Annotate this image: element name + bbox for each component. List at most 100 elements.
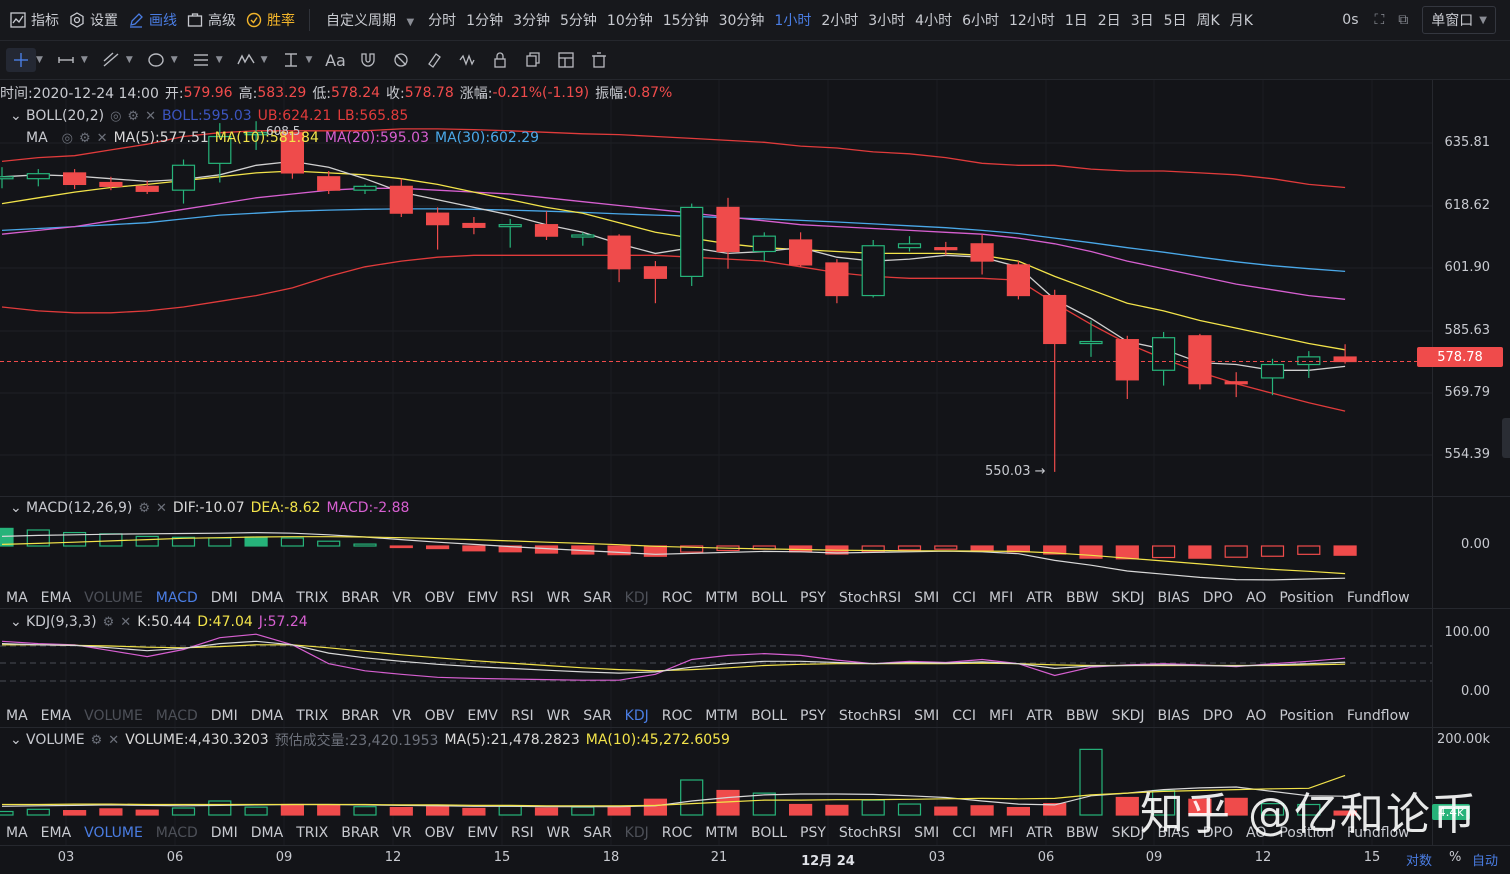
draw-line-button[interactable]: 画线 bbox=[128, 10, 177, 30]
indicator-tab-fundflow[interactable]: Fundflow bbox=[1346, 825, 1410, 841]
indicator-tab-fundflow[interactable]: Fundflow bbox=[1346, 590, 1410, 606]
indicator-tab-smi[interactable]: SMI bbox=[914, 590, 940, 606]
period-18[interactable]: 月K bbox=[1229, 13, 1253, 29]
chevron-down-icon[interactable]: ▼ bbox=[36, 55, 43, 65]
window-mode-dropdown[interactable]: 单窗口 ▼ bbox=[1422, 6, 1496, 34]
indicator-tab-psy[interactable]: PSY bbox=[800, 590, 826, 606]
collapse-chevron-icon[interactable]: ⌄ bbox=[10, 500, 22, 516]
chevron-down-icon[interactable]: ▼ bbox=[260, 55, 268, 65]
indicator-tab-skdj[interactable]: SKDJ bbox=[1111, 708, 1145, 724]
win-rate-button[interactable]: 胜率 bbox=[246, 10, 295, 30]
indicator-tab-dma[interactable]: DMA bbox=[250, 708, 284, 724]
indicator-tab-dmi[interactable]: DMI bbox=[210, 825, 238, 841]
indicator-tab-ao[interactable]: AO bbox=[1246, 825, 1267, 841]
indicator-tab-trix[interactable]: TRIX bbox=[296, 825, 329, 841]
indicator-tab-dma[interactable]: DMA bbox=[250, 590, 284, 606]
indicator-tab-macd[interactable]: MACD bbox=[155, 708, 198, 724]
crosshair-tool[interactable] bbox=[6, 48, 36, 72]
indicator-tab-dma[interactable]: DMA bbox=[250, 825, 284, 841]
indicator-tab-smi[interactable]: SMI bbox=[914, 708, 940, 724]
pattern-tool[interactable] bbox=[452, 48, 482, 72]
indicator-tab-fundflow[interactable]: Fundflow bbox=[1346, 708, 1410, 724]
close-icon[interactable]: ✕ bbox=[120, 614, 132, 630]
indicator-tab-ema[interactable]: EMA bbox=[40, 590, 72, 606]
indicator-tab-emv[interactable]: EMV bbox=[467, 825, 498, 841]
indicator-tab-obv[interactable]: OBV bbox=[424, 708, 455, 724]
indicator-tab-brar[interactable]: BRAR bbox=[341, 590, 380, 606]
indicator-tab-mtm[interactable]: MTM bbox=[705, 708, 739, 724]
period-5[interactable]: 15分钟 bbox=[662, 13, 709, 29]
indicator-tab-vr[interactable]: VR bbox=[392, 825, 412, 841]
custom-period-dropdown[interactable]: 自定义周期 ▼ bbox=[326, 10, 414, 30]
indicator-tab-brar[interactable]: BRAR bbox=[341, 825, 380, 841]
indicator-tab-stochrsi[interactable]: StochRSI bbox=[838, 590, 902, 606]
indicator-tab-obv[interactable]: OBV bbox=[424, 590, 455, 606]
indicator-tab-ao[interactable]: AO bbox=[1246, 590, 1267, 606]
indicator-tab-roc[interactable]: ROC bbox=[661, 590, 693, 606]
indicator-tab-atr[interactable]: ATR bbox=[1026, 590, 1053, 606]
gear-icon[interactable]: ⚙ bbox=[90, 732, 103, 748]
indicator-tab-emv[interactable]: EMV bbox=[467, 590, 498, 606]
indicator-tab-stochrsi[interactable]: StochRSI bbox=[838, 708, 902, 724]
indicator-tab-stochrsi[interactable]: StochRSI bbox=[838, 825, 902, 841]
period-17[interactable]: 周K bbox=[1196, 13, 1220, 29]
period-7[interactable]: 1小时 bbox=[774, 13, 812, 29]
copy-tool[interactable] bbox=[518, 48, 548, 72]
indicator-tab-ma[interactable]: MA bbox=[6, 708, 28, 724]
collapse-chevron-icon[interactable]: ⌄ bbox=[10, 108, 22, 124]
fibonacci-tool[interactable] bbox=[186, 48, 216, 72]
eye-icon[interactable]: ◎ bbox=[110, 108, 122, 124]
indicator-tab-volume[interactable]: VOLUME bbox=[84, 825, 143, 841]
indicator-tab-sar[interactable]: SAR bbox=[583, 708, 612, 724]
period-1[interactable]: 1分钟 bbox=[466, 13, 504, 29]
indicator-tab-skdj[interactable]: SKDJ bbox=[1111, 825, 1145, 841]
advanced-button[interactable]: 高级 bbox=[187, 10, 236, 30]
indicator-tab-smi[interactable]: SMI bbox=[914, 825, 940, 841]
chevron-down-icon[interactable]: ▼ bbox=[125, 55, 133, 65]
indicator-tab-bias[interactable]: BIAS bbox=[1157, 708, 1190, 724]
indicator-tab-dmi[interactable]: DMI bbox=[210, 708, 238, 724]
lock-tool[interactable] bbox=[485, 48, 515, 72]
macd-name[interactable]: MACD(12,26,9) bbox=[26, 500, 133, 516]
chevron-down-icon[interactable]: ▼ bbox=[170, 55, 178, 65]
fullscreen-icon[interactable]: ⛶ bbox=[1374, 12, 1385, 28]
indicator-tab-dpo[interactable]: DPO bbox=[1202, 590, 1233, 606]
indicator-tab-bias[interactable]: BIAS bbox=[1157, 590, 1190, 606]
settings-button[interactable]: 设置 bbox=[69, 10, 118, 30]
period-10[interactable]: 4小时 bbox=[915, 13, 953, 29]
indicator-tab-sar[interactable]: SAR bbox=[583, 825, 612, 841]
horizontal-line-tool[interactable] bbox=[51, 48, 81, 72]
popout-icon[interactable]: ⧉ bbox=[1398, 12, 1409, 28]
indicator-tab-position[interactable]: Position bbox=[1279, 590, 1334, 606]
chevron-down-icon[interactable]: ▼ bbox=[215, 55, 223, 65]
indicator-tab-mfi[interactable]: MFI bbox=[988, 708, 1014, 724]
indicator-tab-dpo[interactable]: DPO bbox=[1202, 825, 1233, 841]
delete-tool[interactable] bbox=[584, 48, 614, 72]
indicator-tab-emv[interactable]: EMV bbox=[467, 708, 498, 724]
period-14[interactable]: 2日 bbox=[1097, 13, 1121, 29]
indicator-tab-wr[interactable]: WR bbox=[546, 825, 571, 841]
indicator-tab-mtm[interactable]: MTM bbox=[705, 590, 739, 606]
eye-icon[interactable]: ◎ bbox=[61, 130, 73, 146]
indicator-tab-rsi[interactable]: RSI bbox=[510, 825, 534, 841]
indicator-tab-macd[interactable]: MACD bbox=[155, 825, 198, 841]
magnet-tool[interactable] bbox=[353, 48, 383, 72]
period-13[interactable]: 1日 bbox=[1064, 13, 1088, 29]
collapse-chevron-icon[interactable]: ⌄ bbox=[10, 614, 22, 630]
period-2[interactable]: 3分钟 bbox=[513, 13, 550, 29]
indicator-tab-cci[interactable]: CCI bbox=[952, 708, 976, 724]
period-4[interactable]: 10分钟 bbox=[606, 13, 653, 29]
indicator-tab-psy[interactable]: PSY bbox=[800, 825, 826, 841]
indicator-tab-vr[interactable]: VR bbox=[392, 590, 412, 606]
indicator-tab-boll[interactable]: BOLL bbox=[751, 825, 787, 841]
close-icon[interactable]: ✕ bbox=[108, 732, 120, 748]
indicator-tab-position[interactable]: Position bbox=[1279, 708, 1334, 724]
indicator-tab-vr[interactable]: VR bbox=[392, 708, 412, 724]
indicator-tab-psy[interactable]: PSY bbox=[800, 708, 826, 724]
indicator-tab-bbw[interactable]: BBW bbox=[1066, 708, 1099, 724]
chevron-down-icon[interactable]: ▼ bbox=[305, 55, 313, 65]
indicator-tab-mtm[interactable]: MTM bbox=[705, 825, 739, 841]
indicator-tab-sar[interactable]: SAR bbox=[583, 590, 612, 606]
period-11[interactable]: 6小时 bbox=[962, 13, 1000, 29]
